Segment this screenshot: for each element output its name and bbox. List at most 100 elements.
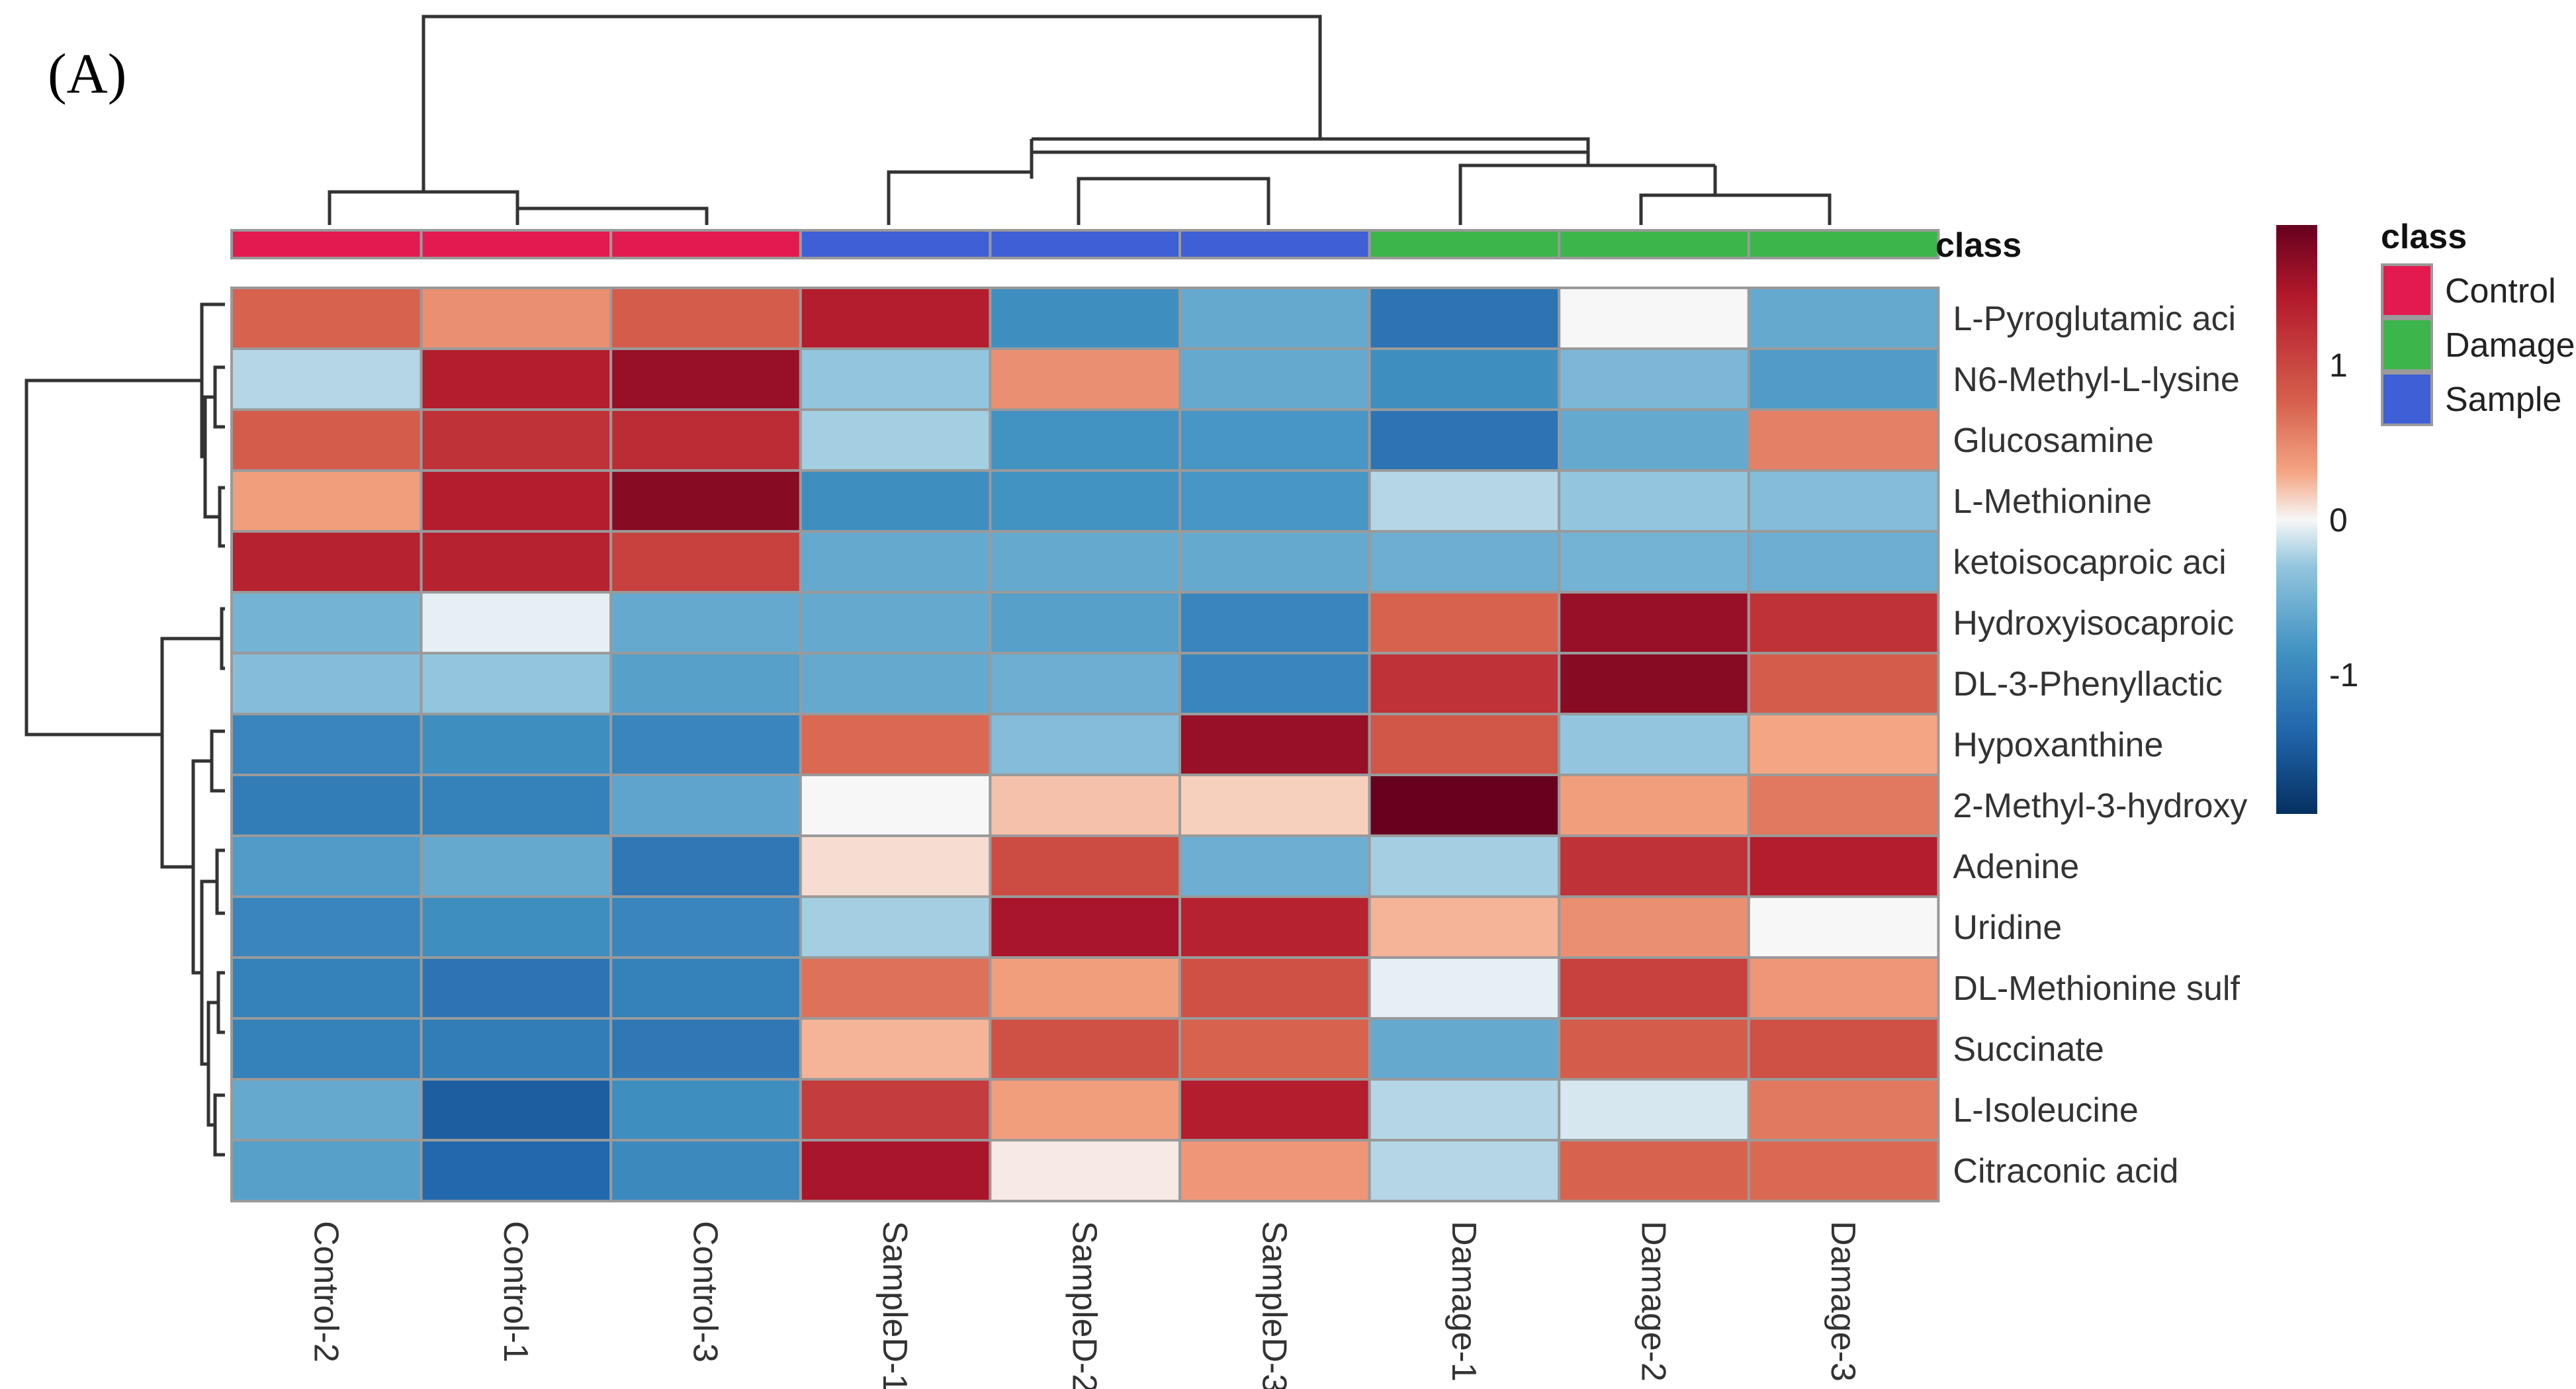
heatmap-cell [609, 713, 802, 776]
heatmap-cell [230, 895, 423, 959]
heatmap-cell [989, 287, 1182, 350]
heatmap-cell [230, 652, 423, 715]
heatmap-cell [1558, 652, 1750, 715]
heatmap-cell [420, 895, 613, 959]
heatmap-cell [609, 1078, 802, 1142]
heatmap-cell [609, 591, 802, 654]
row-dendro-link [218, 486, 225, 548]
class-bar [230, 229, 1940, 259]
heatmap-cell [1747, 530, 1940, 594]
class-legend-swatch [2381, 318, 2433, 372]
class-legend-swatch [2381, 372, 2433, 426]
heatmap-cell [1178, 287, 1371, 350]
row-dendro-link [210, 729, 225, 793]
heatmap-cell [1558, 1078, 1750, 1142]
heatmap-cell [1747, 956, 1940, 1020]
heatmap-cell [989, 834, 1182, 898]
heatmap-cell [799, 469, 992, 533]
color-scale-tick-label: -1 [2329, 656, 2358, 694]
heatmap-cell [989, 591, 1182, 654]
heatmap-cell [1747, 834, 1940, 898]
row-label: Hypoxanthine [1953, 726, 2163, 764]
heatmap-cells [230, 287, 1940, 1202]
heatmap-cell [230, 713, 423, 776]
heatmap-cell [230, 591, 423, 654]
heatmap-cell [1368, 652, 1561, 715]
col-dendro-link [887, 150, 1590, 225]
color-scale-tick-label: 0 [2329, 502, 2348, 539]
heatmap-cell [609, 347, 802, 411]
heatmap-cell [1368, 1139, 1561, 1202]
class-legend-label: Sample [2445, 381, 2561, 419]
heatmap-cell [1558, 347, 1750, 411]
row-label: Glucosamine [1953, 422, 2153, 460]
panel-label: (A) [48, 42, 126, 105]
color-scale-ticks: 1 0 -1 [2329, 347, 2358, 694]
heatmap-cell [230, 1017, 423, 1081]
row-labels: L-Pyroglutamic aci N6-Methyl-L-lysine Gluc… [1953, 300, 2247, 1190]
color-scale-bar [2276, 225, 2317, 814]
heatmap-cell [799, 408, 992, 472]
row-dendro-link [213, 1093, 225, 1157]
class-bar-cell [420, 229, 613, 259]
class-bar-cell [230, 229, 423, 259]
column-label: Damage-3 [1824, 1221, 1862, 1382]
row-label: N6-Methyl-L-lysine [1953, 361, 2239, 399]
heatmap-cell [1747, 287, 1940, 350]
heatmap-cell [1368, 347, 1561, 411]
heatmap-cell [420, 713, 613, 776]
heatmap-cell [420, 287, 613, 350]
heatmap-cell [230, 774, 423, 837]
row-label: DL-Methionine sulf [1953, 969, 2240, 1008]
heatmap-cell [799, 895, 992, 959]
column-label: Control-3 [686, 1221, 725, 1363]
heatmap-cell [230, 956, 423, 1020]
heatmap-cell [1178, 834, 1371, 898]
heatmap-cell [989, 530, 1182, 594]
heatmap-cell [989, 956, 1182, 1020]
heatmap-cell [1558, 956, 1750, 1020]
heatmap-cell [609, 956, 802, 1020]
heatmap-cell [609, 834, 802, 898]
heatmap-cell [1747, 591, 1940, 654]
heatmap-cell [420, 774, 613, 837]
row-label: DL-3-Phenyllactic [1953, 665, 2223, 703]
col-dendro-link [515, 205, 709, 225]
heatmap-cell [230, 469, 423, 533]
heatmap-cell [420, 469, 613, 533]
heatmap-cell [1558, 287, 1750, 350]
heatmap-cell [989, 347, 1182, 411]
heatmap-cell [230, 347, 423, 411]
heatmap-cell [1368, 530, 1561, 594]
column-label: Control-2 [306, 1221, 345, 1363]
heatmap-cell [609, 774, 802, 837]
heatmap-cell [609, 895, 802, 959]
heatmap-cell [1178, 895, 1371, 959]
heatmap-cell [420, 834, 613, 898]
heatmap-cell [230, 408, 423, 472]
class-bar-cell [989, 229, 1182, 259]
heatmap-cell [230, 1139, 423, 1202]
heatmap-cell [230, 1078, 423, 1142]
heatmap-cell [1558, 408, 1750, 472]
heatmap-cell [989, 1078, 1182, 1142]
heatmap-cell [1368, 287, 1561, 350]
column-label: SampleD-3 [1255, 1221, 1293, 1389]
class-legend-title: class [2381, 218, 2467, 256]
heatmap-cell [1178, 652, 1371, 715]
heatmap-cell [989, 713, 1182, 776]
heatmap-cell [1178, 1139, 1371, 1202]
heatmap-cell [989, 408, 1182, 472]
heatmap-cell [1558, 1139, 1750, 1202]
heatmap-cell [799, 652, 992, 715]
color-scale-tick-label: 1 [2329, 347, 2348, 384]
heatmap-cell [1368, 774, 1561, 837]
heatmap-cell [609, 530, 802, 594]
class-legend: class Control Damage Sample [2381, 218, 2575, 426]
heatmap-cell [799, 1017, 992, 1081]
heatmap-cell [989, 469, 1182, 533]
heatmap-cell [1178, 408, 1371, 472]
heatmap-cell [1368, 469, 1561, 533]
heatmap-cell [799, 1078, 992, 1142]
row-label: Citraconic acid [1953, 1152, 2178, 1190]
